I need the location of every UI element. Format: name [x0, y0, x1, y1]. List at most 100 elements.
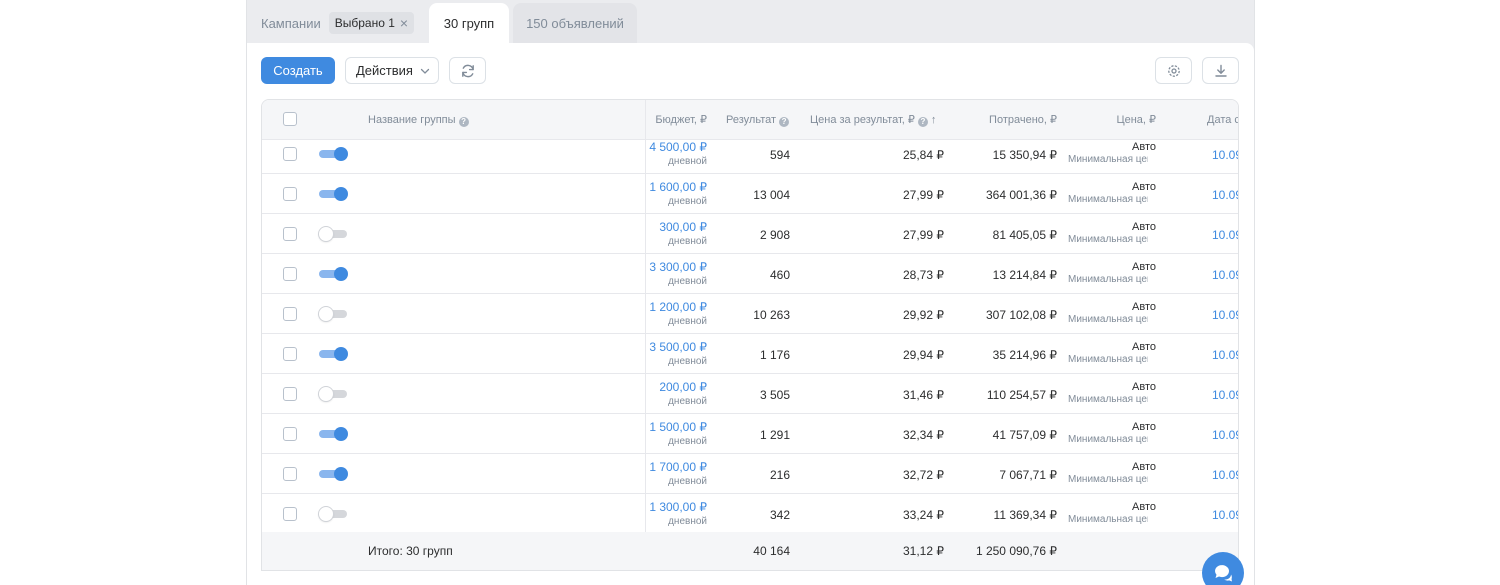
chat-button[interactable]: [1202, 552, 1244, 585]
table-row[interactable]: 1 200,00 ₽ дневной 10 263 29,92 ₽ 307 102,08…: [262, 294, 1238, 334]
cost-per-result-value: 25,84 ₽: [903, 148, 944, 162]
date-start[interactable]: 10.09: [1212, 468, 1238, 482]
spent-value: 11 369,34 ₽: [993, 508, 1057, 522]
row-status-toggle[interactable]: [319, 187, 349, 201]
help-icon[interactable]: ?: [917, 117, 928, 127]
help-icon[interactable]: ?: [779, 117, 790, 127]
row-status-toggle[interactable]: [319, 347, 349, 361]
budget-value[interactable]: 4 500,00 ₽: [649, 140, 707, 154]
row-status-toggle[interactable]: [319, 387, 349, 401]
row-checkbox[interactable]: [283, 507, 297, 521]
row-checkbox[interactable]: [283, 187, 297, 201]
download-button[interactable]: [1202, 57, 1239, 84]
toggle-knob: [319, 307, 333, 321]
row-status-toggle[interactable]: [319, 227, 349, 241]
table-row[interactable]: 1 300,00 ₽ дневной 342 33,24 ₽ 11 369,34 ₽ Ав…: [262, 494, 1238, 534]
header-name[interactable]: Название группы?: [368, 100, 469, 140]
budget-value[interactable]: 300,00 ₽: [659, 220, 707, 234]
create-button[interactable]: Создать: [261, 57, 335, 84]
toggle-knob: [334, 147, 348, 161]
table-row[interactable]: 1 500,00 ₽ дневной 1 291 32,34 ₽ 41 757,09 ₽…: [262, 414, 1238, 454]
toggle-track: [319, 430, 347, 438]
tab-campaigns-label: Кампании: [261, 15, 321, 31]
header-cost-per-result[interactable]: Цена за результат, ₽? ↑: [810, 100, 936, 140]
table-row[interactable]: 300,00 ₽ дневной 2 908 27,99 ₽ 81 405,05 ₽ Ав…: [262, 214, 1238, 254]
table-row[interactable]: 3 300,00 ₽ дневной 460 28,73 ₽ 13 214,84 ₽ Ав…: [262, 254, 1238, 294]
toggle-track: [319, 230, 347, 238]
row-checkbox[interactable]: [283, 427, 297, 441]
row-status-toggle[interactable]: [319, 427, 349, 441]
date-start[interactable]: 10.09: [1212, 148, 1238, 162]
header-date[interactable]: Дата с: [1207, 114, 1239, 126]
tab-ads[interactable]: 150 объявлений: [513, 3, 637, 43]
row-checkbox[interactable]: [283, 347, 297, 361]
row-status-toggle[interactable]: [319, 467, 349, 481]
date-start[interactable]: 10.09: [1212, 188, 1238, 202]
header-price[interactable]: Цена, ₽: [1116, 114, 1156, 126]
close-icon[interactable]: ×: [399, 15, 409, 31]
result-value: 3 505: [759, 388, 790, 402]
table-row[interactable]: 200,00 ₽ дневной 3 505 31,46 ₽ 110 254,57 ₽ А…: [262, 374, 1238, 414]
price-strategy: Минимальная цена: [1068, 154, 1148, 165]
header-budget[interactable]: Бюджет, ₽: [655, 114, 707, 126]
toggle-knob: [319, 227, 333, 241]
table-row[interactable]: 3 500,00 ₽ дневной 1 176 29,94 ₽ 35 214,96 ₽…: [262, 334, 1238, 374]
date-start[interactable]: 10.09: [1212, 268, 1238, 282]
help-icon[interactable]: ?: [458, 117, 469, 127]
cost-per-result-value: 29,94 ₽: [903, 348, 944, 362]
header-result[interactable]: Результат?: [726, 100, 790, 140]
groups-table: Название группы? Бюджет, ₽ Результат? Це…: [261, 99, 1239, 571]
result-value: 13 004: [753, 188, 790, 202]
budget-value[interactable]: 1 600,00 ₽: [649, 180, 707, 194]
row-checkbox[interactable]: [283, 307, 297, 321]
date-start[interactable]: 10.09: [1212, 508, 1238, 522]
date-start[interactable]: 10.09: [1212, 308, 1238, 322]
toggle-track: [319, 350, 347, 358]
toggle-track: [319, 470, 347, 478]
select-all-checkbox[interactable]: [283, 112, 297, 126]
tab-groups[interactable]: 30 групп: [429, 3, 509, 43]
row-status-toggle[interactable]: [319, 507, 349, 521]
actions-dropdown[interactable]: Действия: [345, 57, 439, 84]
budget-value[interactable]: 1 700,00 ₽: [649, 460, 707, 474]
tab-campaigns[interactable]: Кампании Выбрано 1 ×: [247, 3, 415, 43]
groups-content: Создать Действия Название группы? Бюджет…: [247, 43, 1254, 585]
budget-type: дневной: [668, 476, 707, 487]
refresh-button[interactable]: [449, 57, 486, 84]
price-mode: Авто: [1132, 501, 1156, 513]
settings-button[interactable]: [1155, 57, 1192, 84]
table-row[interactable]: 1 700,00 ₽ дневной 216 32,72 ₽ 7 067,71 ₽ Авт…: [262, 454, 1238, 494]
table-row[interactable]: 1 600,00 ₽ дневной 13 004 27,99 ₽ 364 001,36…: [262, 174, 1238, 214]
toggle-knob: [334, 347, 348, 361]
date-start[interactable]: 10.09: [1212, 348, 1238, 362]
row-status-toggle[interactable]: [319, 307, 349, 321]
table-row[interactable]: 4 500,00 ₽ дневной 594 25,84 ₽ 15 350,94 ₽ Ав…: [262, 140, 1238, 174]
budget-value[interactable]: 3 500,00 ₽: [649, 340, 707, 354]
date-start[interactable]: 10.09: [1212, 388, 1238, 402]
price-mode: Авто: [1132, 421, 1156, 433]
row-checkbox[interactable]: [283, 147, 297, 161]
row-status-toggle[interactable]: [319, 147, 349, 161]
row-checkbox[interactable]: [283, 267, 297, 281]
budget-value[interactable]: 1 200,00 ₽: [649, 300, 707, 314]
budget-value[interactable]: 1 500,00 ₽: [649, 420, 707, 434]
price-strategy: Минимальная цена: [1068, 394, 1148, 405]
total-label: Итого: 30 групп: [368, 544, 453, 558]
price-mode: Авто: [1132, 141, 1156, 153]
row-checkbox[interactable]: [283, 387, 297, 401]
header-spent[interactable]: Потрачено, ₽: [989, 114, 1057, 126]
budget-value[interactable]: 3 300,00 ₽: [649, 260, 707, 274]
total-result: 40 164: [753, 544, 790, 558]
budget-value[interactable]: 200,00 ₽: [659, 380, 707, 394]
row-status-toggle[interactable]: [319, 267, 349, 281]
toggle-knob: [334, 187, 348, 201]
budget-type: дневной: [668, 156, 707, 167]
date-start[interactable]: 10.09: [1212, 428, 1238, 442]
table-header: Название группы? Бюджет, ₽ Результат? Це…: [262, 100, 1238, 140]
row-checkbox[interactable]: [283, 467, 297, 481]
price-strategy: Минимальная цена: [1068, 354, 1148, 365]
date-start[interactable]: 10.09: [1212, 228, 1238, 242]
row-checkbox[interactable]: [283, 227, 297, 241]
budget-value[interactable]: 1 300,00 ₽: [649, 500, 707, 514]
budget-type: дневной: [668, 196, 707, 207]
